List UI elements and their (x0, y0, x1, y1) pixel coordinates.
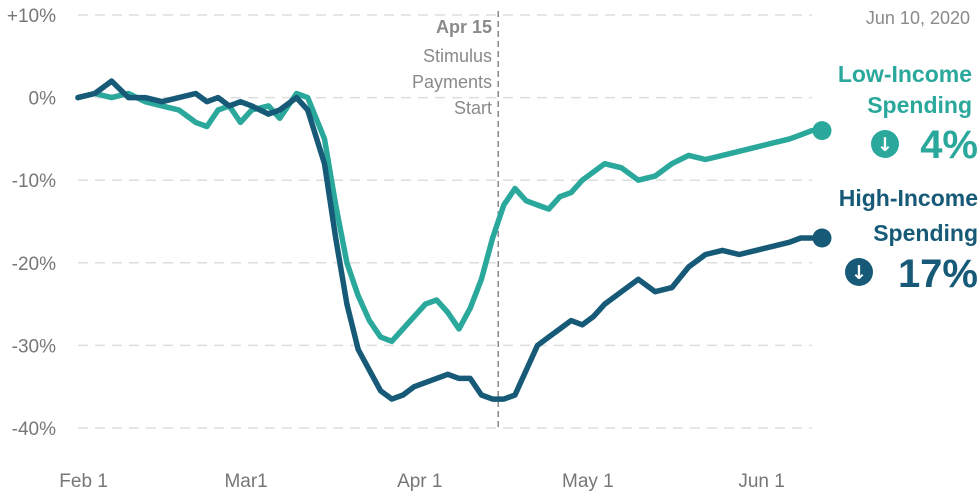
x-tick-label: Apr 1 (397, 471, 442, 492)
down-arrow-icon: ↓ (845, 258, 873, 286)
low-income-value: 4% (920, 123, 978, 167)
x-tick-label: Jun 1 (738, 471, 784, 492)
high-income-end-dot (812, 228, 832, 248)
low-income-line (75, 90, 815, 345)
annotation-line-2: Payments (412, 72, 492, 92)
high-income-value: 17% (898, 252, 978, 296)
x-axis-ticks: Feb 1 Mar1 Apr 1 May 1 Jun 1 (59, 471, 785, 492)
y-tick-label: +10% (7, 6, 56, 27)
high-income-line (75, 78, 815, 402)
annotation-line-3: Start (454, 98, 492, 118)
y-axis-ticks: +10% 0% -10% -20% -30% -40% (7, 6, 56, 440)
date-label: Jun 10, 2020 (866, 8, 970, 28)
y-tick-label: -20% (12, 254, 56, 275)
svg-text:↓: ↓ (851, 262, 867, 284)
annotation-line-1: Stimulus (423, 46, 492, 66)
y-tick-label: -10% (12, 171, 56, 192)
y-tick-label: -30% (12, 336, 56, 357)
low-income-summary: Low-Income Spending ↓ 4% (838, 61, 978, 167)
series-lines (75, 78, 832, 402)
annotation-date: Apr 15 (436, 17, 492, 37)
high-income-label-line-2: Spending (873, 220, 978, 246)
y-tick-label: 0% (29, 89, 57, 110)
y-tick-label: -40% (12, 419, 56, 440)
svg-text:↓: ↓ (877, 134, 893, 156)
low-income-label-line-1: Low-Income (838, 61, 972, 87)
down-arrow-icon: ↓ (871, 130, 899, 158)
low-income-label-line-2: Spending (867, 92, 972, 118)
low-income-end-dot (812, 121, 832, 141)
x-tick-label: May 1 (562, 471, 614, 492)
stimulus-annotation: Apr 15 Stimulus Payments Start (412, 17, 492, 118)
high-income-summary: High-Income Spending ↓ 17% (839, 185, 978, 296)
high-income-label-line-1: High-Income (839, 185, 978, 211)
x-tick-label: Feb 1 (59, 471, 108, 492)
x-tick-label: Mar1 (224, 471, 267, 492)
